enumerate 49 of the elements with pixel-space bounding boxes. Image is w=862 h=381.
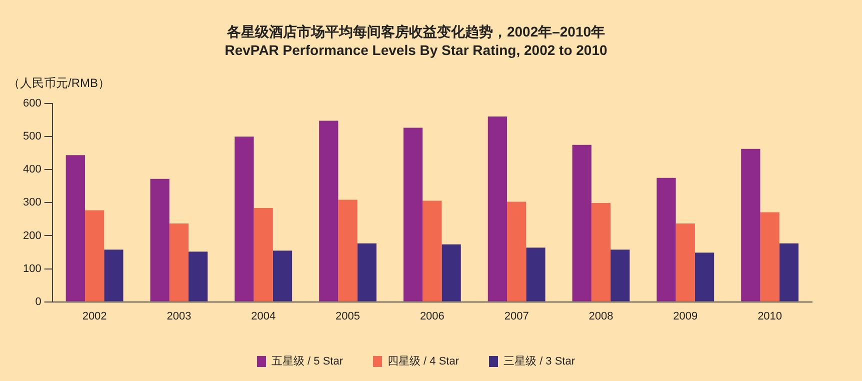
x-tick-label: 2006: [420, 310, 444, 322]
x-tick-label: 2008: [588, 310, 614, 322]
y-tick-label: 300: [22, 196, 42, 209]
bar: [760, 212, 780, 302]
x-tick-label: 2010: [758, 310, 782, 322]
y-tick-label: 600: [22, 98, 42, 110]
bar: [779, 243, 798, 302]
chart-title: 各星级酒店市场平均每间客房收益变化趋势，2002年–2010年: [226, 23, 606, 40]
bar: [676, 224, 695, 302]
chart-subtitle: RevPAR Performance Levels By Star Rating, 2002 to 2010: [224, 42, 608, 58]
bar: [694, 252, 714, 302]
bar: [104, 250, 124, 302]
y-tick-label: 200: [22, 230, 42, 242]
bar: [319, 120, 338, 302]
bar: [656, 178, 676, 302]
bar: [488, 116, 508, 302]
legend-label: 五星级 / 5 Star: [271, 356, 344, 368]
y-tick-label: 0: [35, 296, 42, 308]
bar: [741, 148, 760, 302]
y-tick-label: 500: [22, 130, 42, 143]
bar: [357, 243, 376, 302]
y-tick-label: 400: [22, 164, 42, 176]
bar: [84, 210, 104, 302]
x-tick-label: 2009: [673, 310, 698, 322]
bar: [507, 202, 526, 302]
bar: [442, 244, 461, 302]
bar: [591, 203, 611, 302]
bar: [66, 155, 85, 302]
bar: [403, 128, 423, 302]
bar: [169, 224, 189, 302]
bar: [610, 250, 630, 302]
bar: [188, 252, 208, 302]
y-axis-title: （人民币元/RMB）: [8, 76, 110, 90]
legend-label: 四星级 / 4 Star: [387, 356, 460, 368]
y-tick-label: 100: [22, 262, 42, 275]
x-tick-label: 2004: [251, 310, 276, 322]
bar: [338, 200, 358, 302]
bar: [272, 250, 292, 302]
bar: [150, 178, 170, 302]
legend-label: 三星级 / 3 Star: [504, 356, 576, 368]
bar: [526, 248, 546, 302]
x-tick-label: 2005: [336, 310, 360, 322]
bar: [234, 136, 254, 302]
x-tick-label: 2007: [504, 310, 529, 322]
bar: [572, 144, 592, 302]
x-tick-label: 2002: [82, 310, 107, 322]
x-tick-label: 2003: [166, 310, 192, 322]
bar: [422, 200, 442, 302]
bar: [254, 208, 273, 302]
